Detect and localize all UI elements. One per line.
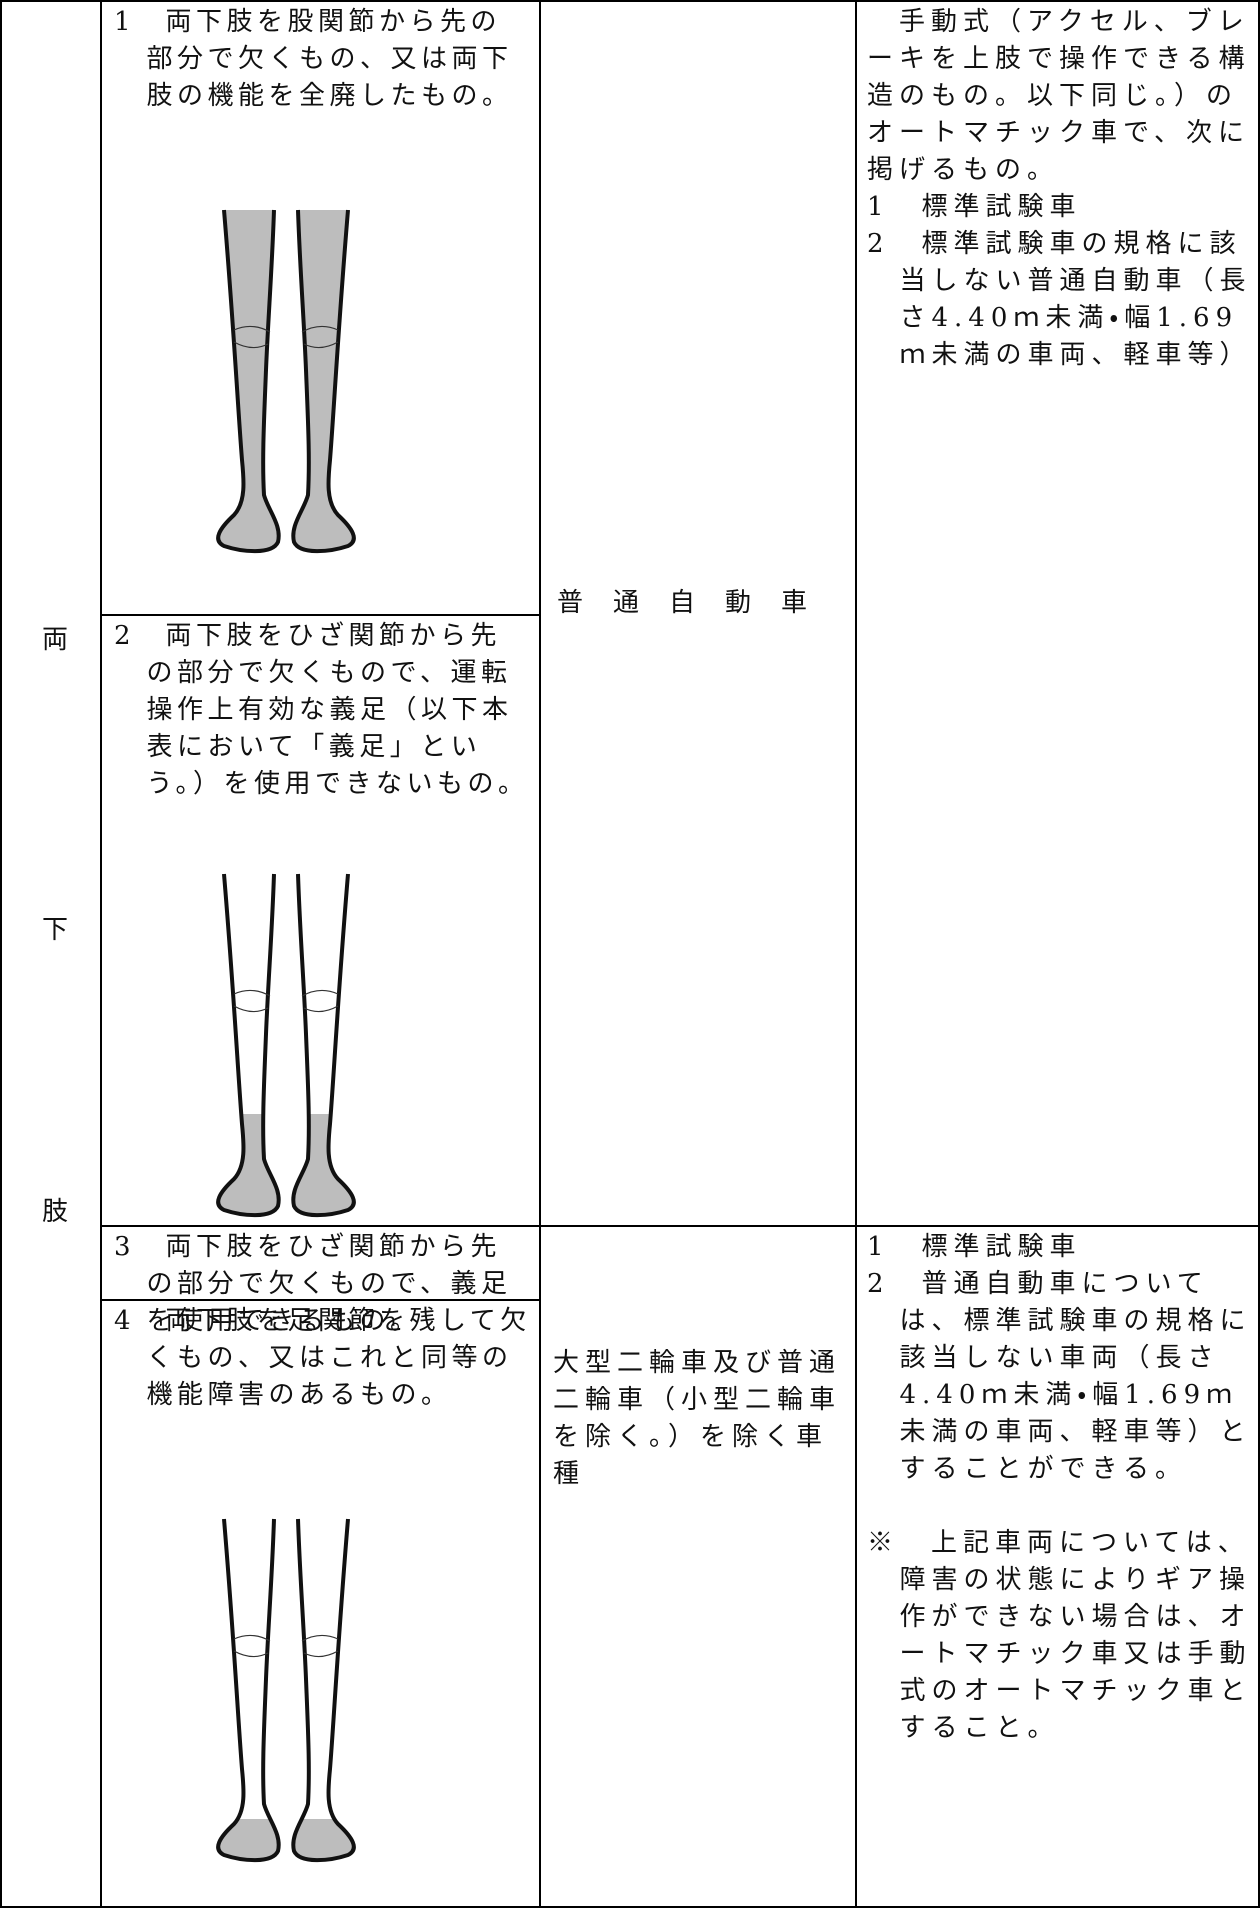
side-label: 下 [42,915,69,945]
requirement: 手動式（アクセル、ブレーキを上肢で操作できる構造のもの。以下同じ。）のオートマチ… [867,7,1251,185]
condition-cell: 2 両下肢をひざ関節から先の部分で欠くもので、運転操作上有効な義足（以下本表にお… [100,614,541,1227]
vehicle-cell: 大型二輪車及び普通二輪車（小型二輪車を除く。）を除く車種 [539,1225,857,1908]
vehicle: 普通自動車 [557,588,838,618]
side-cell: 両 下 肢 [0,0,102,1908]
vehicle: 大型二輪車及び普通二輪車（小型二輪車を除く。）を除く車種 [553,1348,842,1489]
requirement-cell: 手動式（アクセル、ブレーキを上肢で操作できる構造のもの。以下同じ。）のオートマチ… [855,0,1260,1227]
requirement-cell: 1 標準試験車 2 普通自動車については、標準試験車の規格に該当しない車両（長さ… [855,1225,1260,1908]
condition-cell: 3 両下肢をひざ関節から先の部分で欠くもので、義足を使用できるもの。 [100,1225,541,1336]
condition-cell: 4 両下肢を足関節を残して欠くもの、又はこれと同等の機能障害のあるもの。 [100,1299,541,1908]
condition: 4 両下肢を足関節を残して欠くもの、又はこれと同等の機能障害のあるもの。 [114,1306,531,1410]
requirement: ※ 上記車両については、障害の状態によりギア操作ができない場合は、オートマチック… [867,1528,1252,1743]
leg-illustration [216,1517,356,1863]
condition: 3 両下肢をひざ関節から先の部分で欠くもので、義足を使用できるもの。 [114,1232,512,1336]
vehicle-cell: 普通自動車 [539,0,857,1227]
condition-cell: 1 両下肢を股関節から先の部分で欠くもの、又は両下肢の機能を全廃したもの。 [100,0,541,616]
condition: 1 両下肢を股関節から先の部分で欠くもの、又は両下肢の機能を全廃したもの。 [114,7,513,111]
leg-illustration [216,872,356,1218]
requirement: 1 標準試験車 [867,1232,1082,1262]
requirement: 2 標準試験車の規格に該当しない普通自動車（長さ4.40ｍ未満・幅1.69ｍ未満… [867,229,1252,370]
requirement: 1 標準試験車 [867,192,1082,222]
condition: 2 両下肢をひざ関節から先の部分で欠くもので、運転操作上有効な義足（以下本表にお… [114,621,529,799]
side-label: 肢 [42,1197,69,1227]
leg-illustration [216,208,356,554]
side-label: 両 [42,625,69,655]
requirement: 2 普通自動車については、標準試験車の規格に該当しない車両（長さ4.40ｍ未満・… [867,1269,1252,1484]
